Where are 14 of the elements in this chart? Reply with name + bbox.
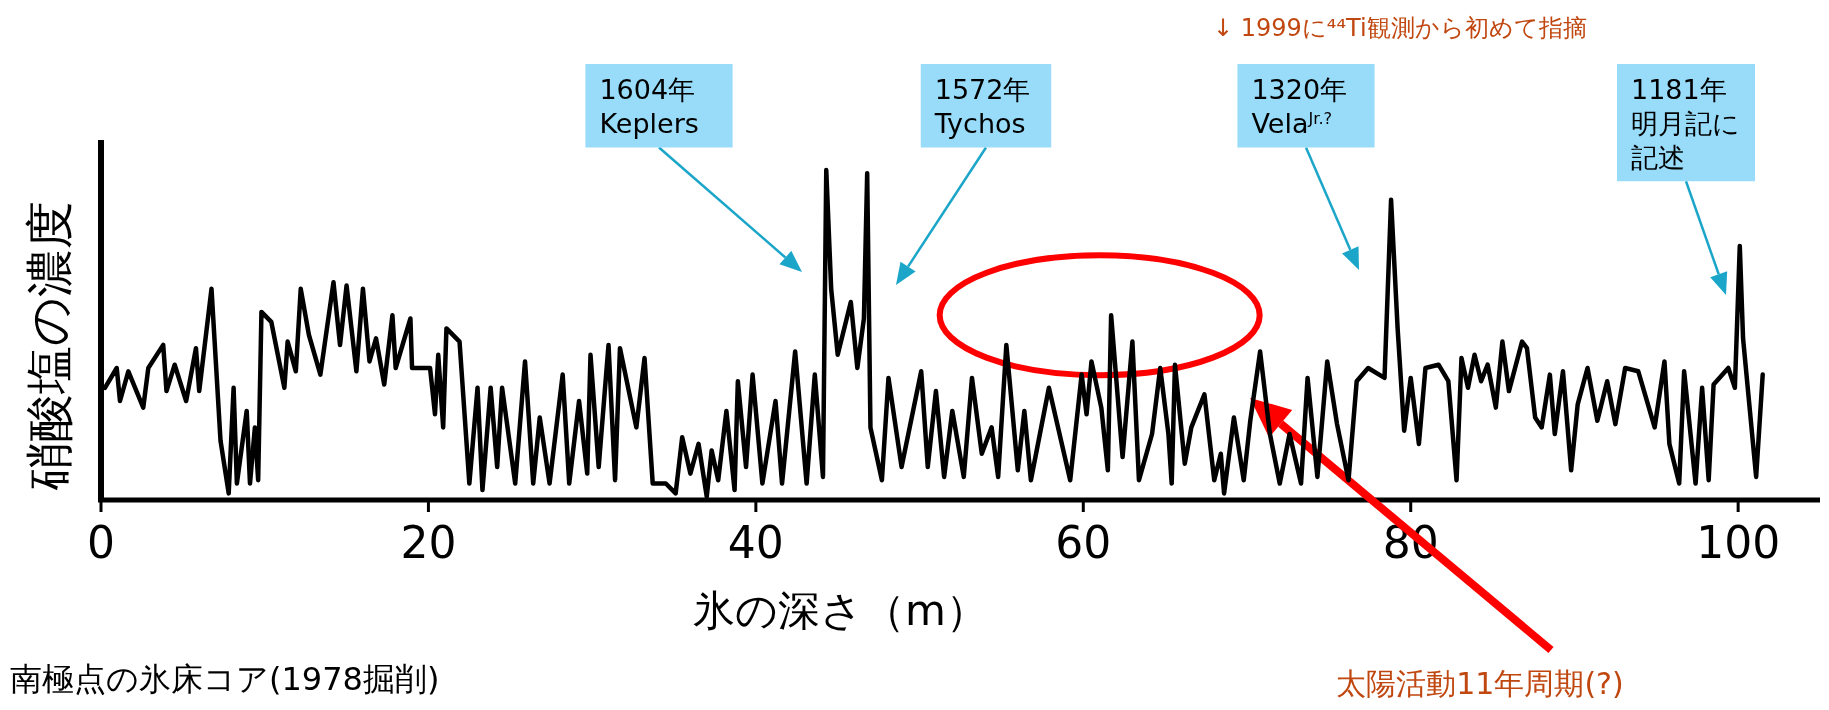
text: 1572年 Tychos <box>933 74 1031 139</box>
x-tick-label: 20 <box>400 517 457 568</box>
text: 太陽活動11年周期(?) <box>1336 666 1624 701</box>
annotation: 1181年明月記に記述 <box>1631 74 1740 173</box>
y-axis-title: 硝酸塩の濃度 <box>21 200 77 491</box>
text: 南極点の氷床コア(1978掘削) <box>10 660 440 698</box>
text: ↓ 1999に⁴⁴Ti観測から初めて指摘 <box>1213 14 1587 42</box>
x-axis-title: 氷の深さ（m） <box>693 586 988 635</box>
x-tick-label: 0 <box>87 517 115 568</box>
text: 1604年 Keplers <box>599 74 699 139</box>
text: 1320年 Vela$^{Jr.?}$ <box>1251 74 1348 139</box>
x-tick-label: 40 <box>727 517 784 568</box>
x-tick-label: 100 <box>1696 517 1781 568</box>
x-tick-label: 60 <box>1055 517 1112 568</box>
